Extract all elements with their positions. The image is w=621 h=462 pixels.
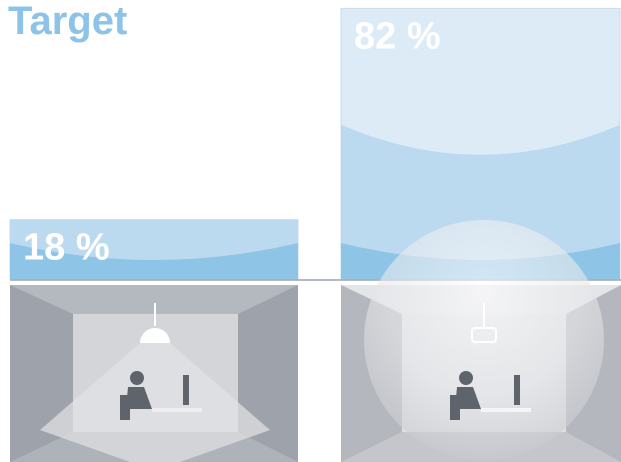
person-illustration	[120, 371, 531, 420]
room-illustration	[10, 285, 298, 462]
bar-wave	[10, 219, 298, 279]
chart-title: Target	[8, 0, 127, 43]
room-illustration	[341, 220, 621, 462]
value-label: 82 %	[354, 15, 441, 57]
value-label: 18 %	[23, 227, 110, 269]
